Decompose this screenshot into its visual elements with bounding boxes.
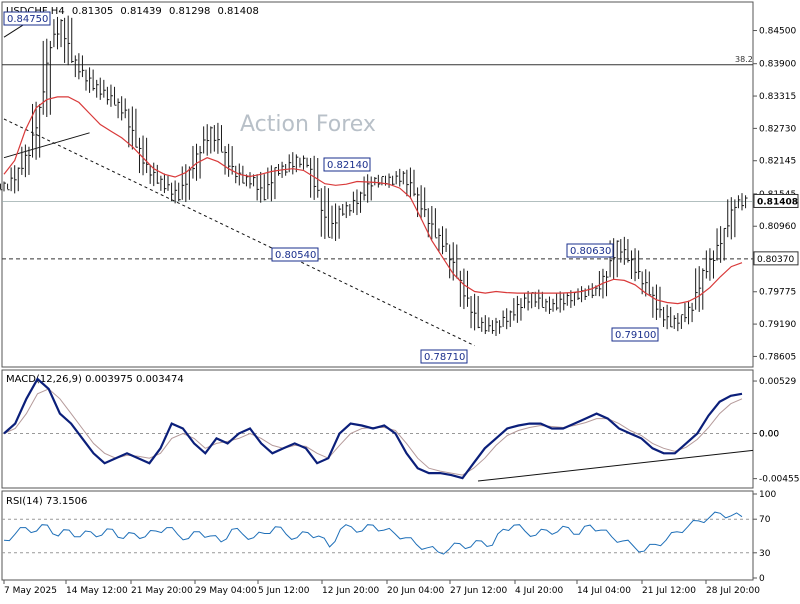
annotation-box bbox=[611, 327, 659, 342]
price-y-tick-label: 0.82145 bbox=[759, 157, 796, 167]
x-tick-label: 5 Jun 12:00 bbox=[258, 586, 310, 596]
price-y-tick-label: 0.83315 bbox=[759, 92, 796, 102]
price-y-tick-label: 0.83900 bbox=[759, 60, 796, 70]
moving-average-line bbox=[3, 96, 743, 305]
price-panel-frame bbox=[1, 1, 754, 368]
x-tick-label: 14 May 12:00 bbox=[66, 586, 128, 596]
annotation-label: 0.78710 bbox=[424, 352, 465, 363]
x-tick-label: 20 Jun 04:00 bbox=[387, 586, 444, 596]
macd-line bbox=[3, 377, 743, 480]
ohlc-low: 0.81298 bbox=[169, 6, 210, 17]
x-tick-label: 29 May 04:00 bbox=[195, 586, 257, 596]
macd-trendlines bbox=[477, 449, 754, 482]
x-tick-label: 27 Jun 12:00 bbox=[450, 586, 507, 596]
macd-y-tick-label: 0.00529 bbox=[759, 377, 796, 387]
macd-trendline bbox=[477, 449, 754, 482]
annotation-label: 0.84750 bbox=[7, 14, 48, 25]
price-y-tick-label: 0.79190 bbox=[759, 320, 796, 330]
macd-y-tick-label: 0.00 bbox=[759, 429, 779, 439]
ohlc-open: 0.81305 bbox=[72, 6, 113, 17]
fib-38-label: 38.2 bbox=[735, 55, 753, 64]
rsi-panel: RSI(14) 73.1506 100 70 30 0 bbox=[1, 490, 776, 584]
x-tick-label: 28 Jul 20:00 bbox=[706, 586, 760, 596]
x-tick-label: 4 Jul 20:00 bbox=[515, 586, 564, 596]
annotation-label: 0.79100 bbox=[615, 330, 656, 341]
annotation-label: 0.80630 bbox=[570, 246, 611, 257]
current-price-tag: 0.81408 bbox=[757, 197, 798, 207]
rsi-y-tick-label: 0 bbox=[759, 574, 765, 584]
rsi-panel-frame bbox=[1, 490, 754, 581]
rsi-y-axis: 100 70 30 0 bbox=[2, 490, 776, 584]
price-y-tick-label: 0.84500 bbox=[759, 27, 796, 37]
level-tag-box bbox=[753, 251, 799, 266]
price-y-tick-label: 0.80960 bbox=[759, 222, 796, 232]
x-tick-label: 7 May 2025 bbox=[4, 586, 57, 596]
rsi-title: RSI(14) 73.1506 bbox=[6, 496, 87, 507]
rsi-y-tick-label: 100 bbox=[759, 490, 776, 500]
annotation-box bbox=[323, 157, 371, 172]
macd-panel-frame bbox=[1, 369, 754, 489]
annotation-box bbox=[3, 11, 51, 26]
price-series bbox=[3, 96, 743, 305]
ohlc-high: 0.81439 bbox=[120, 6, 161, 17]
current-price-tag-box bbox=[753, 193, 799, 208]
watermark: Action Forex bbox=[240, 112, 376, 137]
annotation-box bbox=[420, 349, 468, 364]
macd-title: MACD(12,26,9) 0.003975 0.003474 bbox=[6, 374, 184, 385]
x-tick-label: 14 Jul 04:00 bbox=[577, 586, 631, 596]
annotation-label: 0.80540 bbox=[275, 250, 316, 261]
ohlc-close: 0.81408 bbox=[218, 6, 259, 17]
price-tags: 0.81408 0.80370 bbox=[753, 193, 799, 266]
macd-series bbox=[3, 377, 743, 480]
macd-y-tick-label: 0.00 bbox=[759, 429, 779, 439]
price-y-tick-label: 0.79775 bbox=[759, 288, 796, 298]
x-tick-label: 12 Jun 20:00 bbox=[322, 586, 379, 596]
rsi-y-tick-label: 30 bbox=[759, 549, 771, 559]
channel-line-lower bbox=[3, 132, 90, 159]
rsi-y-tick-label: 70 bbox=[759, 515, 771, 525]
x-tick-label: 21 May 20:00 bbox=[131, 586, 193, 596]
x-tick-label: 21 Jul 12:00 bbox=[642, 586, 696, 596]
annotation-label: 0.82140 bbox=[327, 160, 368, 171]
rsi-line bbox=[3, 511, 743, 555]
level-tag: 0.80370 bbox=[757, 255, 794, 265]
rsi-series bbox=[3, 511, 743, 555]
macd-y-tick-label: -0.004557 bbox=[759, 475, 800, 485]
annotation-box bbox=[566, 243, 614, 258]
price-y-tick-label: 0.78605 bbox=[759, 352, 796, 362]
x-axis: 7 May 2025 14 May 12:00 21 May 20:00 29 May… bbox=[3, 580, 760, 596]
price-panel: Action Forex USDCHF,H4 0.81305 0.81439 0… bbox=[0, 1, 799, 368]
macd-panel: MACD(12,26,9) 0.003975 0.003474 0.00529 0… bbox=[1, 369, 800, 489]
annotation-box bbox=[271, 247, 319, 262]
price-annotations: 0.84750 0.82140 0.80540 0.80630 0.79100 0.787… bbox=[3, 11, 659, 364]
price-y-tick-label: 0.82730 bbox=[759, 124, 796, 134]
